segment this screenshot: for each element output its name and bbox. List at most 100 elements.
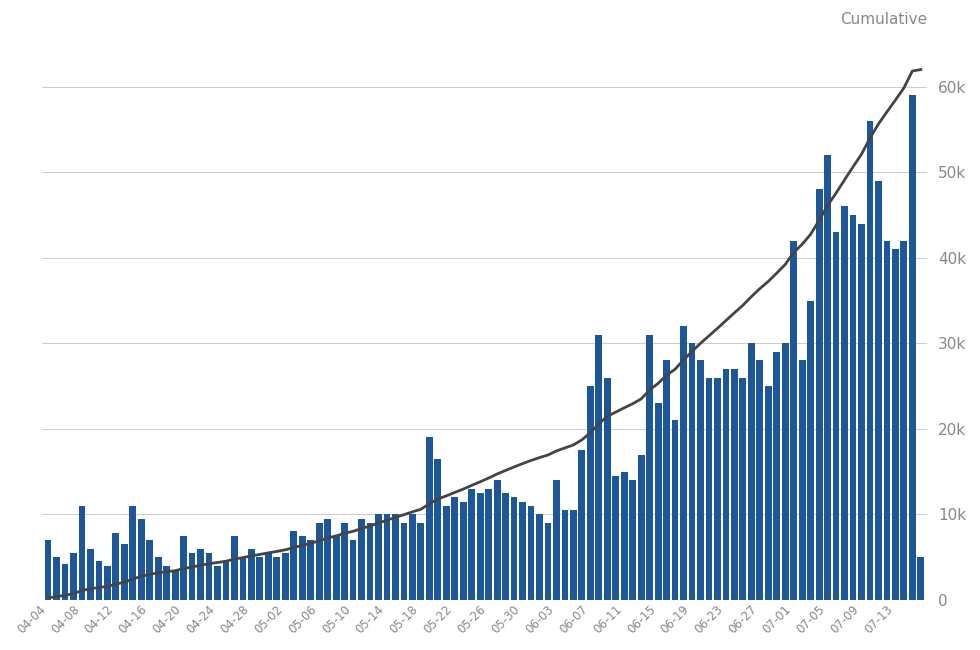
Bar (536, 514, 543, 600)
Bar (257, 557, 264, 600)
Bar (460, 502, 466, 600)
Bar (757, 360, 763, 600)
Bar (485, 489, 492, 600)
Bar (265, 553, 271, 600)
Bar (299, 536, 306, 600)
Bar (697, 360, 704, 600)
Bar (239, 557, 246, 600)
Bar (468, 489, 475, 600)
Bar (189, 553, 195, 600)
Bar (308, 540, 315, 600)
Bar (527, 506, 534, 600)
Bar (358, 519, 365, 600)
Bar (689, 343, 696, 600)
Bar (417, 523, 424, 600)
Bar (519, 502, 526, 600)
Bar (782, 343, 789, 600)
Bar (290, 532, 297, 600)
Bar (612, 476, 619, 600)
Bar (138, 519, 145, 600)
Bar (858, 224, 865, 600)
Text: Cumulative: Cumulative (840, 12, 927, 27)
Bar (215, 566, 220, 600)
Bar (790, 240, 797, 600)
Bar (901, 240, 907, 600)
Bar (62, 564, 69, 600)
Bar (494, 480, 501, 600)
Bar (562, 510, 568, 600)
Bar (197, 549, 204, 600)
Bar (341, 523, 348, 600)
Bar (866, 121, 873, 600)
Bar (113, 533, 120, 600)
Bar (621, 472, 627, 600)
Bar (367, 523, 373, 600)
Bar (350, 540, 357, 600)
Bar (570, 510, 577, 600)
Bar (875, 181, 882, 600)
Bar (917, 557, 924, 600)
Bar (477, 493, 483, 600)
Bar (722, 369, 729, 600)
Bar (553, 480, 560, 600)
Bar (765, 386, 771, 600)
Bar (282, 553, 289, 600)
Bar (629, 480, 636, 600)
Bar (155, 557, 162, 600)
Bar (316, 523, 322, 600)
Bar (680, 326, 687, 600)
Bar (426, 437, 433, 600)
Bar (443, 506, 450, 600)
Bar (104, 566, 111, 600)
Bar (748, 343, 755, 600)
Bar (333, 536, 339, 600)
Bar (172, 570, 178, 600)
Bar (824, 155, 831, 600)
Bar (646, 335, 653, 600)
Bar (596, 335, 603, 600)
Bar (95, 562, 102, 600)
Bar (884, 240, 890, 600)
Bar (180, 536, 187, 600)
Bar (578, 450, 585, 600)
Bar (392, 514, 399, 600)
Bar (511, 497, 517, 600)
Bar (706, 378, 712, 600)
Bar (383, 514, 390, 600)
Bar (655, 403, 662, 600)
Bar (452, 497, 459, 600)
Bar (731, 369, 738, 600)
Bar (375, 514, 382, 600)
Bar (87, 549, 94, 600)
Bar (663, 360, 670, 600)
Bar (502, 493, 509, 600)
Bar (833, 232, 840, 600)
Bar (164, 566, 171, 600)
Bar (231, 536, 238, 600)
Bar (545, 523, 552, 600)
Bar (401, 523, 408, 600)
Bar (248, 549, 255, 600)
Bar (604, 378, 611, 600)
Bar (273, 557, 280, 600)
Bar (841, 207, 848, 600)
Bar (409, 514, 416, 600)
Bar (434, 459, 441, 600)
Bar (53, 557, 60, 600)
Bar (206, 553, 213, 600)
Bar (714, 378, 721, 600)
Bar (587, 386, 594, 600)
Bar (638, 454, 645, 600)
Bar (129, 506, 136, 600)
Bar (78, 506, 85, 600)
Bar (222, 562, 229, 600)
Bar (850, 215, 857, 600)
Bar (892, 249, 899, 600)
Bar (324, 519, 331, 600)
Bar (808, 300, 814, 600)
Bar (71, 553, 76, 600)
Bar (815, 189, 822, 600)
Bar (146, 540, 153, 600)
Bar (671, 421, 678, 600)
Bar (799, 360, 806, 600)
